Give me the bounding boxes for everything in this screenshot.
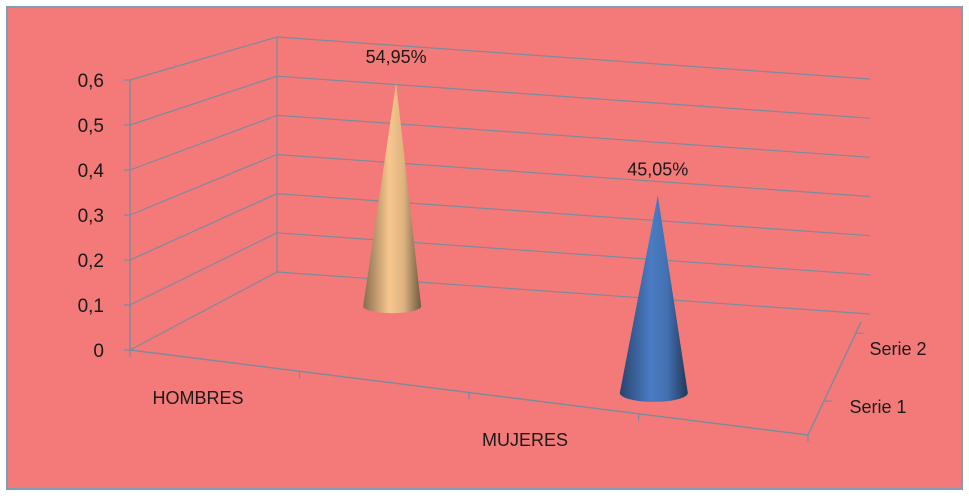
depth-series-label: Serie 1: [849, 397, 906, 417]
gridline-back: [276, 114, 871, 158]
data-label: 54,95%: [366, 47, 427, 67]
depth-axis-line: [807, 321, 862, 436]
gridline-back: [276, 153, 871, 198]
gridline-back: [276, 36, 871, 80]
category-label: MUJERES: [482, 430, 568, 450]
gridline-side: [129, 271, 278, 351]
y-tick-label: 0,6: [78, 71, 104, 92]
y-tick-label: 0,4: [78, 161, 105, 182]
cones: [363, 82, 688, 402]
gridline-side: [129, 75, 278, 126]
gridline-back: [276, 75, 871, 119]
gridline-side: [129, 36, 278, 81]
gridline-side: [129, 153, 278, 216]
cone-mujeres: [619, 195, 688, 402]
gridlines: [129, 36, 871, 351]
y-tick-label: 0: [93, 341, 104, 362]
axes: [124, 37, 864, 442]
gridline-side: [129, 232, 278, 306]
y-tick-label: 0,1: [78, 296, 104, 317]
gridline-back: [276, 193, 871, 237]
data-label: 45,05%: [627, 159, 688, 179]
cone-hombres: [363, 82, 422, 314]
y-tick-label: 0,5: [78, 116, 104, 137]
y-tick-label: 0,2: [78, 251, 104, 272]
category-labels: HOMBRES MUJERES: [152, 388, 568, 450]
y-tick-labels: 0 0,1 0,2 0,3 0,4 0,5 0,6: [78, 71, 105, 362]
depth-series-label: Serie 2: [869, 339, 926, 359]
gridline-back: [276, 232, 871, 276]
gridline-side: [129, 114, 278, 171]
data-labels: 54,95% 45,05%: [366, 47, 689, 179]
gridline-side: [129, 193, 278, 261]
depth-series-labels: Serie 1 Serie 2: [849, 339, 926, 417]
category-label: HOMBRES: [152, 388, 243, 408]
y-tick-label: 0,3: [78, 206, 104, 227]
